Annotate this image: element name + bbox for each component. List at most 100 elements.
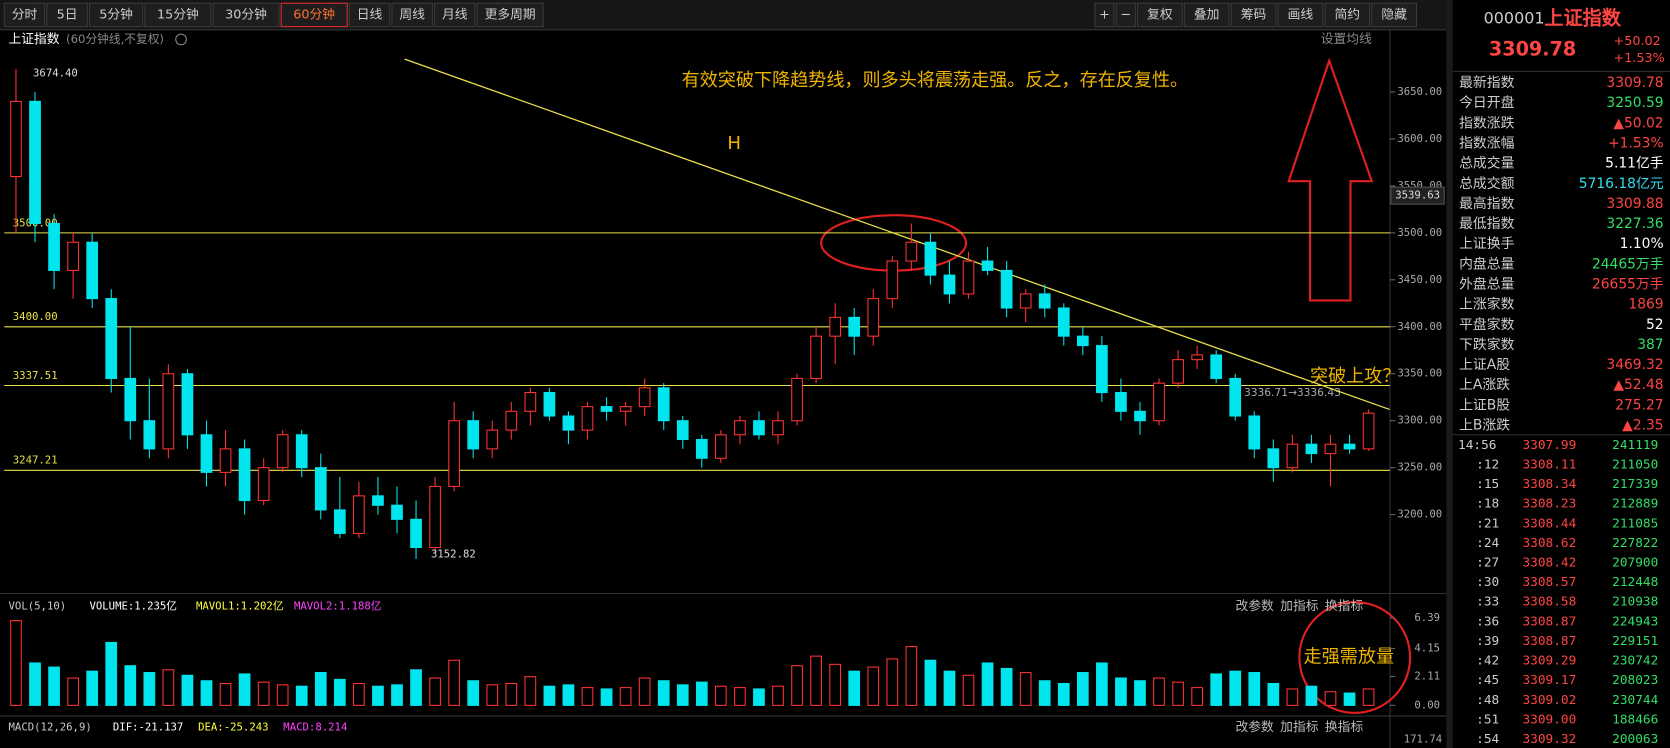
tab-label[interactable]: 5日	[57, 7, 78, 22]
volume-bar	[886, 658, 899, 706]
cursor-price-box	[1390, 186, 1445, 205]
candle-body	[238, 448, 251, 502]
volume-bar	[314, 672, 327, 706]
panel-button[interactable]: 改参数	[1235, 598, 1274, 614]
tab-label[interactable]: 5分钟	[99, 6, 133, 22]
toolbar-button-label[interactable]: +	[1099, 7, 1110, 22]
candle-body	[429, 485, 441, 549]
tab-label[interactable]: 15分钟	[157, 6, 199, 22]
toolbar-button[interactable]	[1324, 2, 1371, 28]
candle-body	[619, 406, 632, 412]
tab[interactable]	[88, 2, 144, 28]
tab[interactable]	[46, 2, 88, 28]
stat-value: ▲2.35	[1622, 417, 1663, 433]
y-tick-label: 3250.00	[1397, 461, 1442, 474]
settings-icon[interactable]	[175, 33, 187, 46]
tab-label[interactable]: 分时	[12, 7, 38, 22]
tab[interactable]	[391, 2, 433, 28]
y-tick-label: 3350.00	[1397, 367, 1442, 380]
volume-bar	[1134, 680, 1146, 706]
toolbar-button[interactable]	[1115, 2, 1136, 28]
stat-label: 今日开盘	[1459, 94, 1514, 111]
y-tick-label: 3650.00	[1397, 85, 1442, 98]
panel-button[interactable]: 加指标	[1280, 720, 1319, 735]
panel-button[interactable]: 加指标	[1280, 599, 1319, 614]
tab[interactable]	[434, 2, 476, 28]
volume-bar	[1286, 688, 1299, 706]
tab[interactable]	[348, 2, 391, 28]
toolbar-button-label[interactable]: −	[1120, 7, 1131, 22]
toolbar-button[interactable]	[1094, 2, 1115, 28]
tab-label[interactable]: 日线	[357, 7, 383, 22]
candle-body	[905, 241, 918, 262]
tab[interactable]	[280, 2, 348, 28]
toolbar-button-label[interactable]: 筹码	[1241, 6, 1267, 22]
toolbar-button[interactable]	[1136, 2, 1183, 28]
trend-label: 3336.71→3336.43	[1244, 386, 1341, 399]
toolbar-button[interactable]	[1277, 2, 1324, 28]
stat-value: 5716.18亿元	[1579, 176, 1664, 192]
toolbar-button-label[interactable]: 叠加	[1194, 7, 1220, 22]
toolbar-button-label[interactable]: 隐藏	[1381, 7, 1407, 22]
volume-bar	[162, 669, 175, 706]
candle-body	[333, 509, 346, 534]
volume-bar	[181, 674, 194, 706]
stat-value: 24465万手	[1592, 256, 1664, 272]
volume-bar	[695, 681, 708, 706]
level-label: 3400.00	[13, 310, 58, 323]
tab-label[interactable]: 月线	[442, 7, 468, 22]
candle-body	[924, 241, 937, 276]
tick-price: 3308.57	[1522, 575, 1576, 590]
volume-bar	[372, 685, 384, 706]
chart-subtitle: (60分钟线,不复权)	[66, 32, 164, 46]
tick-volume: 212889	[1612, 497, 1658, 512]
tick-price: 3309.17	[1522, 673, 1576, 688]
candle-body	[86, 241, 99, 300]
candle-body	[162, 373, 175, 450]
toolbar-button-label[interactable]: 画线	[1288, 7, 1314, 22]
toolbar-button-label[interactable]: 简约	[1335, 7, 1361, 22]
tab-label[interactable]: 更多周期	[485, 7, 536, 22]
stat-label: 最低指数	[1459, 216, 1514, 232]
high-label: 3674.40	[33, 66, 78, 79]
toolbar-button-label[interactable]: 复权	[1147, 6, 1173, 22]
volume-bar	[600, 688, 613, 706]
tick-time: :18	[1476, 497, 1499, 512]
candle-body	[867, 298, 880, 337]
candle-body	[1115, 391, 1127, 412]
tick-price: 3308.44	[1522, 516, 1576, 531]
tick-time: :48	[1476, 693, 1499, 708]
toolbar-button[interactable]	[1371, 2, 1418, 28]
panel-button[interactable]: 改参数	[1235, 719, 1274, 735]
tick-time: :51	[1476, 712, 1499, 727]
up-arrow	[1287, 57, 1374, 302]
candle-body	[1057, 307, 1070, 337]
y-tick-label: 3200.00	[1397, 508, 1442, 521]
tick-time: :45	[1476, 673, 1499, 688]
tab[interactable]	[3, 2, 46, 28]
tab-label[interactable]: 60分钟	[293, 6, 335, 22]
tab-label[interactable]: 30分钟	[225, 6, 267, 22]
candle-body	[524, 391, 537, 412]
candle-body	[638, 387, 651, 408]
tab[interactable]	[476, 2, 544, 28]
tick-price: 3309.32	[1522, 732, 1576, 747]
volume-bar	[1324, 691, 1337, 706]
ma-settings[interactable]: 设置均线	[1321, 32, 1372, 47]
toolbar-button[interactable]	[1230, 2, 1277, 28]
stat-value: 1.10%	[1620, 236, 1664, 252]
candle-body	[1096, 345, 1108, 394]
toolbar-button[interactable]	[1183, 2, 1230, 28]
candle-body	[67, 241, 79, 271]
quote-price: 3309.78	[1489, 38, 1576, 61]
candle-body	[1172, 359, 1184, 384]
volume-bar	[1057, 682, 1070, 706]
tab[interactable]	[212, 2, 280, 28]
stat-value: ▲50.02	[1613, 115, 1663, 131]
dea: DEA:-25.243	[198, 721, 268, 734]
tick-volume: 217339	[1612, 477, 1658, 492]
tab-label[interactable]: 周线	[399, 7, 425, 22]
panel-button[interactable]: 换指标	[1325, 720, 1364, 735]
panel-button[interactable]: 换指标	[1325, 599, 1364, 614]
tab[interactable]	[144, 2, 212, 28]
